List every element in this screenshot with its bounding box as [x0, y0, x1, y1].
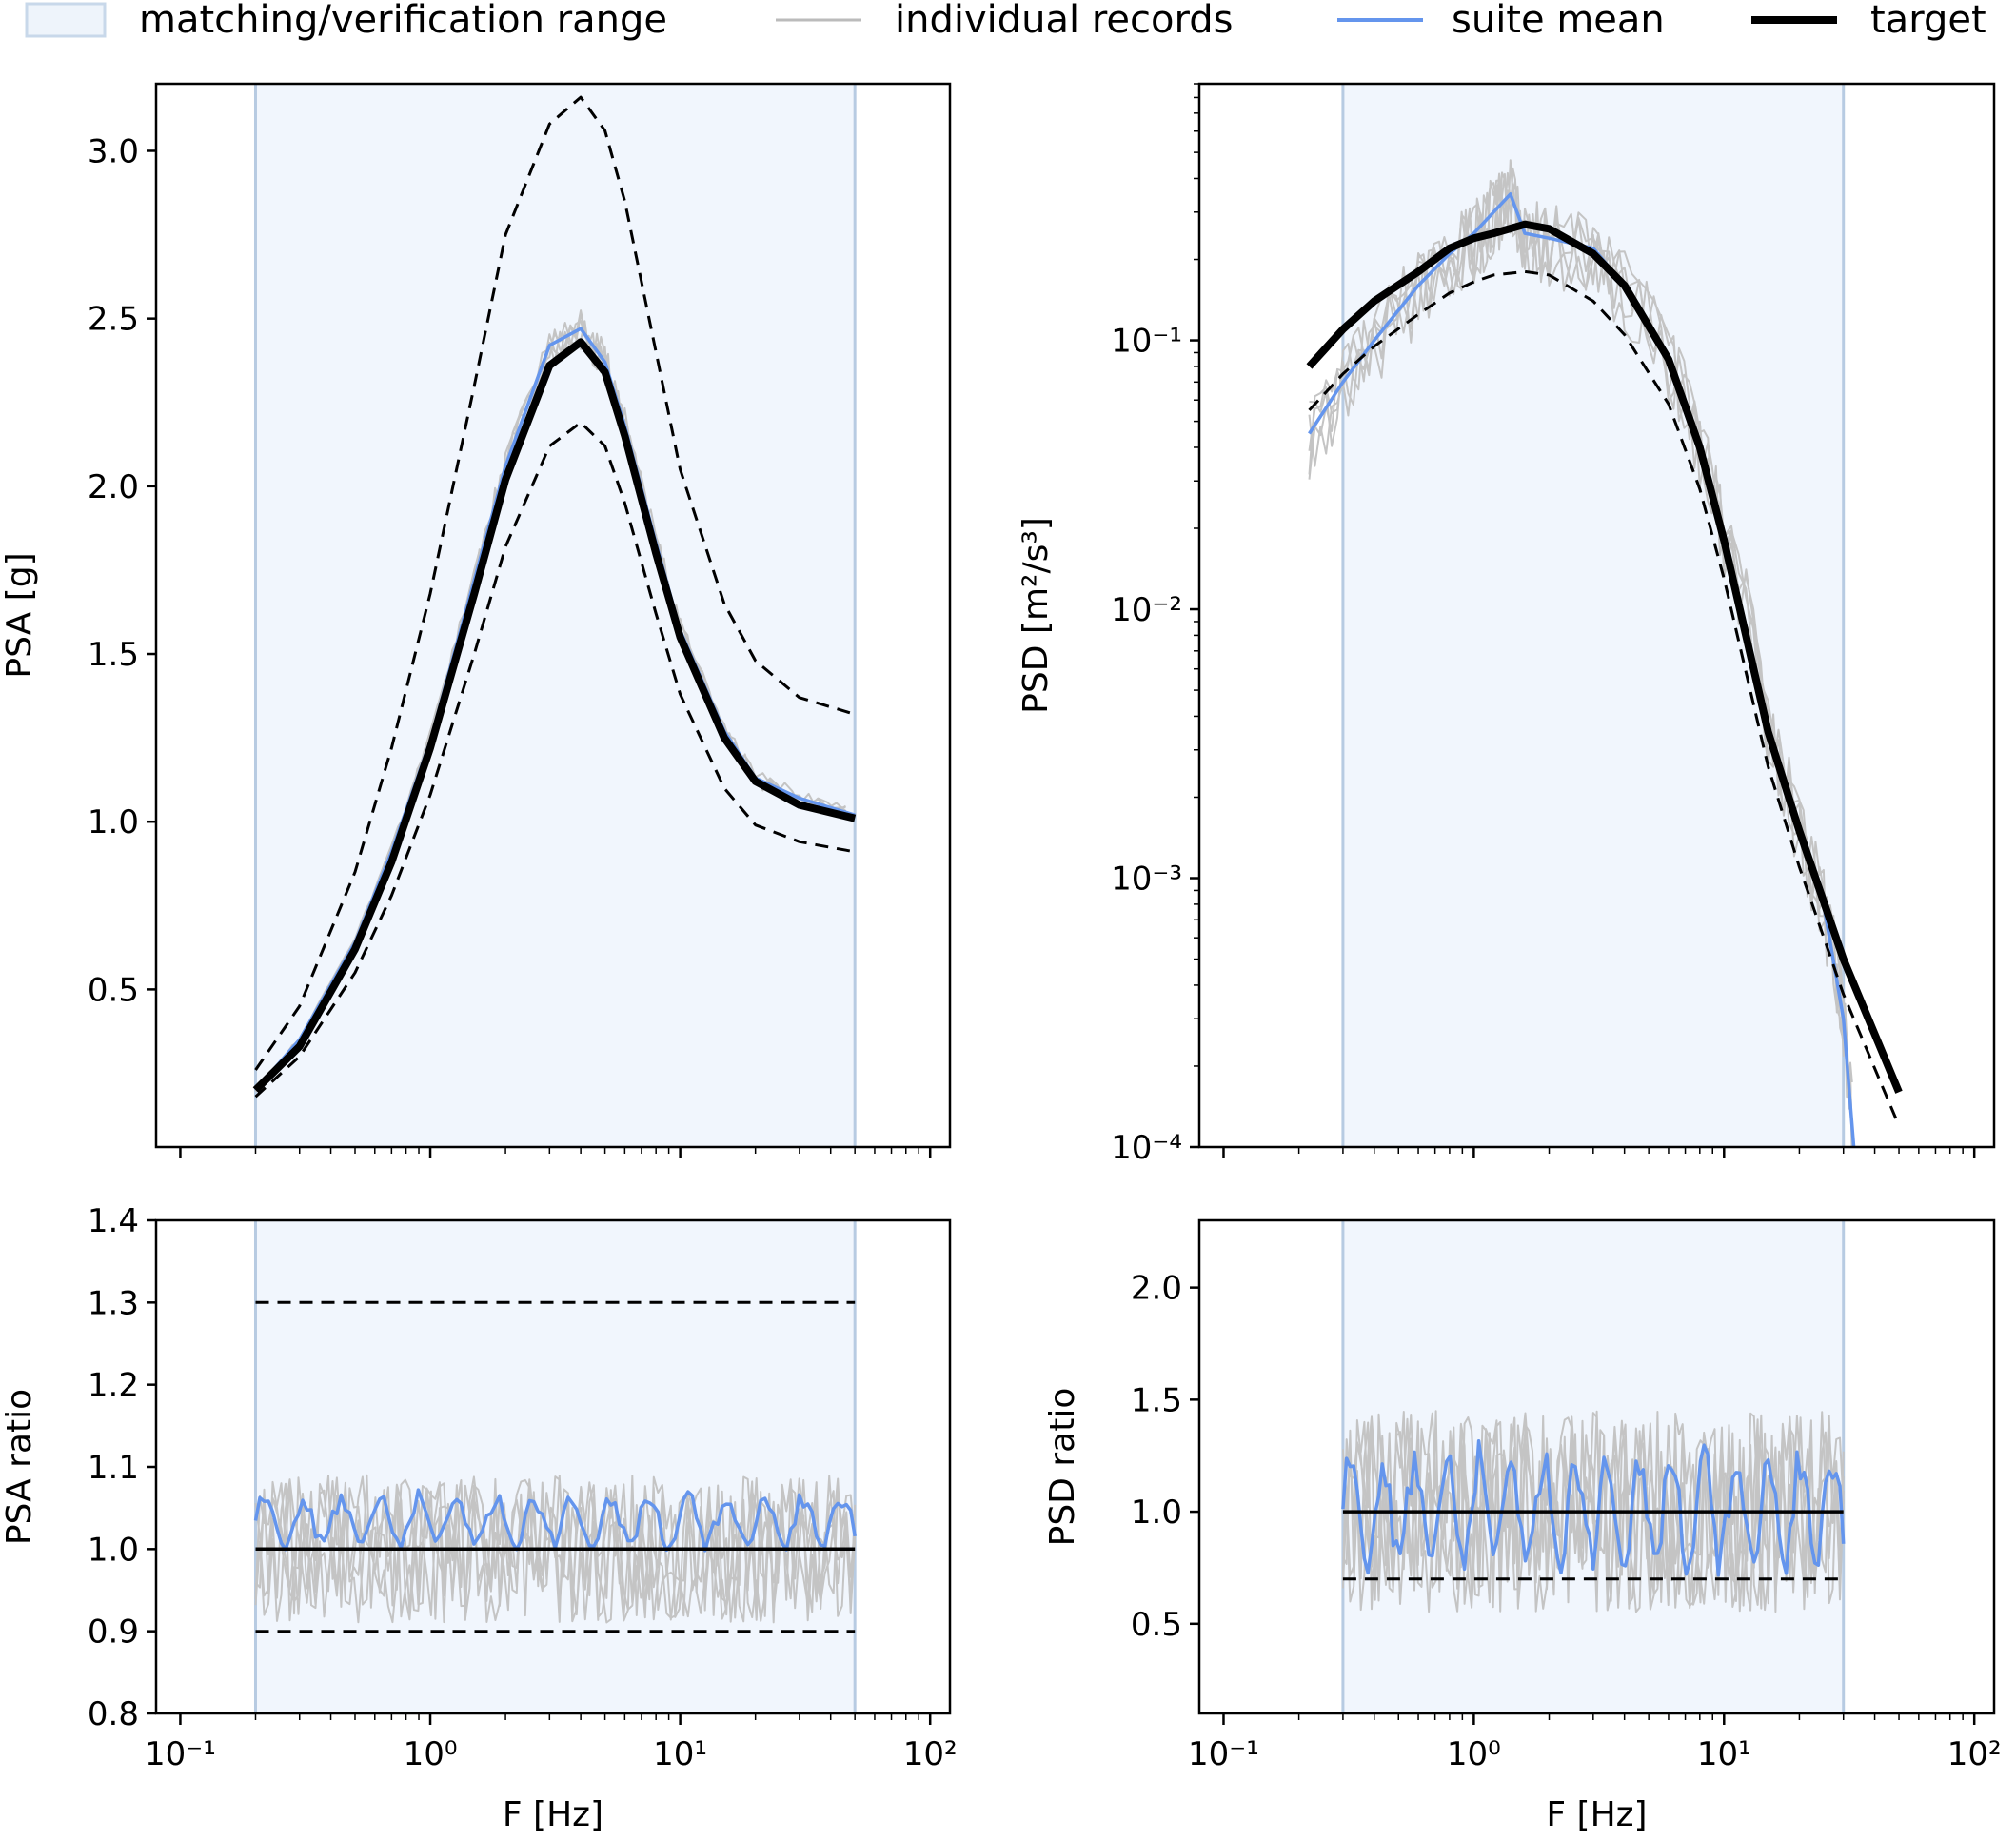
- y-tick-label: 1.1: [88, 1449, 139, 1487]
- y-tick-label: 10⁻³: [1111, 861, 1182, 899]
- record-ratio-line: [254, 1476, 857, 1624]
- x-tick-label: 10¹: [1697, 1735, 1751, 1773]
- legend-label-records: individual records: [895, 0, 1233, 42]
- y-tick-label: 10⁻²: [1111, 591, 1182, 629]
- panel-psa: 0.5 1.0 1.5 2.0 2.5 3.0 PSA [g]: [0, 82, 952, 1158]
- y-tick-label: 1.5: [88, 636, 139, 674]
- y-tick-label: 0.8: [88, 1695, 139, 1733]
- target-line: [252, 338, 857, 1093]
- y-axis-label: PSD ratio: [1043, 1388, 1082, 1547]
- y-tick-label: 10⁻¹: [1111, 323, 1182, 361]
- record-ratio-line: [1341, 1410, 1845, 1613]
- y-tick-label: 2.5: [88, 301, 139, 339]
- record-line: [1308, 167, 1853, 1147]
- y-tick-label: 1.5: [1131, 1381, 1182, 1419]
- panel-psa-ratio: 0.8 0.9 1.0 1.1 1.2 1.3 1.4 10⁻¹ 10⁰ 10¹ 10² F [Hz]…: [0, 1202, 958, 1834]
- legend-range-swatch: [25, 2, 107, 38]
- y-tick-label: 1.2: [88, 1367, 139, 1405]
- plot-area: [253, 1220, 857, 1713]
- y-tick-label: 3.0: [88, 132, 139, 170]
- y-tick-label: 1.3: [88, 1284, 139, 1322]
- y-tick-label: 2.0: [88, 468, 139, 506]
- legend-label-range: matching/verification range: [139, 0, 667, 42]
- axes-frame: [154, 82, 952, 1149]
- y-tick-label: 0.9: [88, 1613, 139, 1652]
- y-tick-label: 0.5: [1131, 1606, 1182, 1644]
- legend: matching/verification range individual r…: [25, 0, 1986, 42]
- y-tick-label: 10⁻⁴: [1111, 1129, 1182, 1167]
- x-axis-label: F [Hz]: [503, 1795, 603, 1834]
- suite-mean-ratio-line: [1341, 1439, 1846, 1577]
- x-tick-label: 10²: [1947, 1735, 2002, 1773]
- matching-range: [255, 1220, 856, 1713]
- record-ratio-line: [254, 1474, 857, 1624]
- x-axis-label: F [Hz]: [1546, 1795, 1647, 1834]
- x-tick-label: 10⁻¹: [1188, 1735, 1259, 1773]
- upper-bound-line: [254, 95, 856, 1071]
- plot-area: [1306, 84, 1903, 1147]
- axes-frame: [1197, 1218, 1996, 1715]
- panel-psd-ratio: 0.5 1.0 1.5 2.0 10⁻¹ 10⁰ 10¹ 10² F [Hz] PSD ratio: [1043, 1218, 2002, 1834]
- x-tick-label: 10⁰: [404, 1735, 458, 1773]
- lower-bound-line: [1308, 269, 1901, 1127]
- x-tick-label: 10⁻¹: [145, 1735, 216, 1773]
- y-tick-label: 1.0: [88, 1531, 139, 1569]
- y-tick-label: 2.0: [1131, 1270, 1182, 1308]
- legend-label-target: target: [1870, 0, 1986, 42]
- panel-psd: 10⁻⁴ 10⁻³ 10⁻² 10⁻¹ PSD [m²/s³]: [1017, 82, 1996, 1167]
- x-tick-label: 10⁰: [1447, 1735, 1501, 1773]
- y-axis-label: PSD [m²/s³]: [1017, 517, 1056, 714]
- y-tick-label: 1.4: [88, 1202, 139, 1240]
- y-tick-label: 1.0: [88, 803, 139, 841]
- x-tick-label: 10¹: [653, 1735, 707, 1773]
- record-ratio-line: [1341, 1413, 1845, 1613]
- legend-label-mean: suite mean: [1452, 0, 1665, 42]
- y-axis-label: PSA ratio: [0, 1389, 39, 1545]
- axes-frame: [1197, 82, 1996, 1149]
- y-tick-label: 0.5: [88, 971, 139, 1009]
- plot-area: [1341, 1220, 1846, 1713]
- y-tick-label: 1.0: [1131, 1494, 1182, 1532]
- plot-area: [252, 84, 857, 1147]
- target-line: [1306, 220, 1903, 1094]
- x-tick-label: 10²: [903, 1735, 958, 1773]
- y-axis-label: PSA [g]: [0, 552, 39, 678]
- record-line: [1308, 172, 1853, 1137]
